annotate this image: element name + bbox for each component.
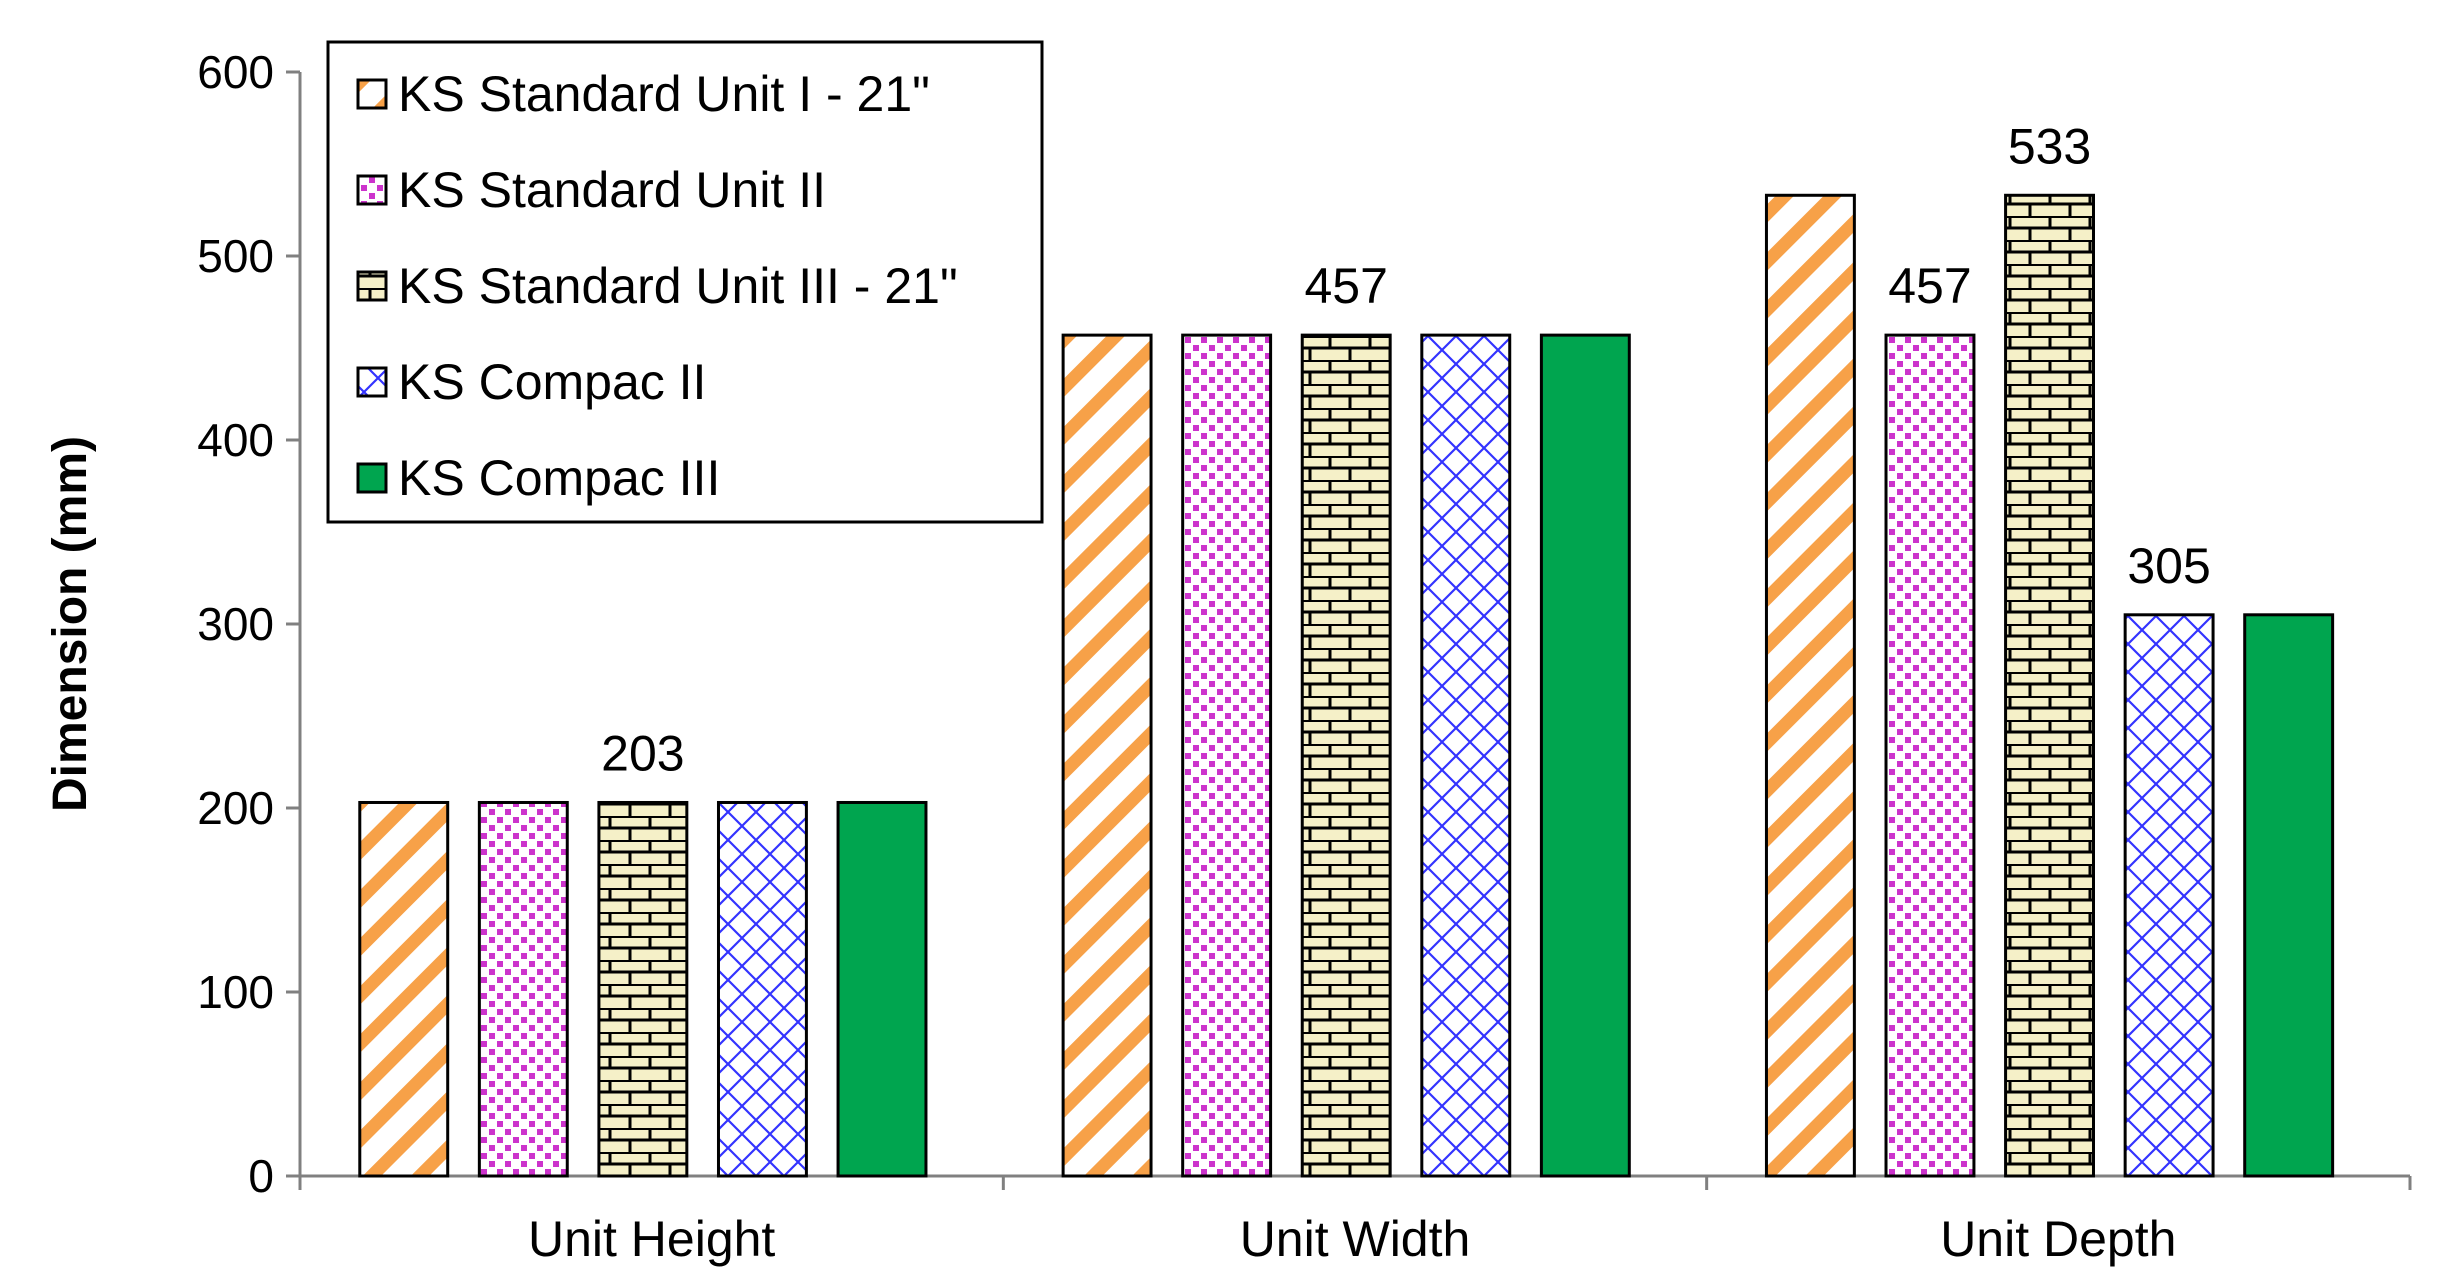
bar	[2243, 613, 2335, 1178]
bar	[477, 800, 569, 1178]
legend: KS Standard Unit I - 21" KS Standard Unit…	[326, 40, 1044, 524]
data-label: 203	[601, 725, 684, 781]
category-label: Unit Width	[1240, 1211, 1471, 1267]
data-label: 457	[1888, 258, 1971, 314]
legend-swatch	[356, 78, 388, 110]
bar	[2123, 613, 2215, 1178]
legend-items: KS Standard Unit I - 21" KS Standard Unit…	[356, 66, 958, 506]
legend-label: KS Standard Unit II	[398, 162, 826, 218]
axes: 0 100 200 300 400 500 600	[197, 46, 2412, 1202]
category-label: Unit Height	[528, 1211, 775, 1267]
bar	[597, 800, 689, 1178]
legend-swatch	[356, 270, 388, 302]
bar	[1061, 333, 1153, 1178]
legend-swatch	[356, 366, 388, 398]
x-ticks	[298, 1176, 2412, 1190]
bar	[2004, 193, 2096, 1178]
bar	[1884, 333, 1976, 1178]
bar	[358, 800, 450, 1178]
y-tick-label: 0	[248, 1150, 274, 1202]
category-labels: Unit Height Unit Width Unit Depth	[528, 1211, 2176, 1267]
y-axis-title: Dimension (mm)	[44, 436, 97, 812]
bars	[358, 193, 2335, 1178]
y-tick-label: 200	[197, 782, 274, 834]
y-tick-label: 300	[197, 598, 274, 650]
bar	[1764, 193, 1856, 1178]
legend-label: KS Standard Unit I - 21"	[398, 66, 930, 122]
legend-label: KS Standard Unit III - 21"	[398, 258, 958, 314]
y-tick-label: 500	[197, 230, 274, 282]
data-label: 305	[2127, 538, 2210, 594]
data-label: 533	[2008, 118, 2091, 174]
data-labels: 203 457 457 533 305	[601, 118, 2211, 781]
bar	[1539, 333, 1631, 1178]
data-label: 457	[1304, 258, 1387, 314]
y-tick-label: 600	[197, 46, 274, 98]
category-label: Unit Depth	[1940, 1211, 2176, 1267]
bar	[1300, 333, 1392, 1178]
y-ticks: 0 100 200 300 400 500 600	[197, 46, 300, 1202]
legend-label: KS Compac II	[398, 354, 706, 410]
y-tick-label: 100	[197, 966, 274, 1018]
legend-label: KS Compac III	[398, 450, 720, 506]
legend-swatch	[356, 174, 388, 206]
bar	[716, 800, 808, 1178]
bar	[1181, 333, 1273, 1178]
bar	[836, 800, 928, 1178]
legend-swatch	[356, 462, 388, 494]
y-tick-label: 400	[197, 414, 274, 466]
bar	[1420, 333, 1512, 1178]
legend-box	[326, 40, 1044, 524]
